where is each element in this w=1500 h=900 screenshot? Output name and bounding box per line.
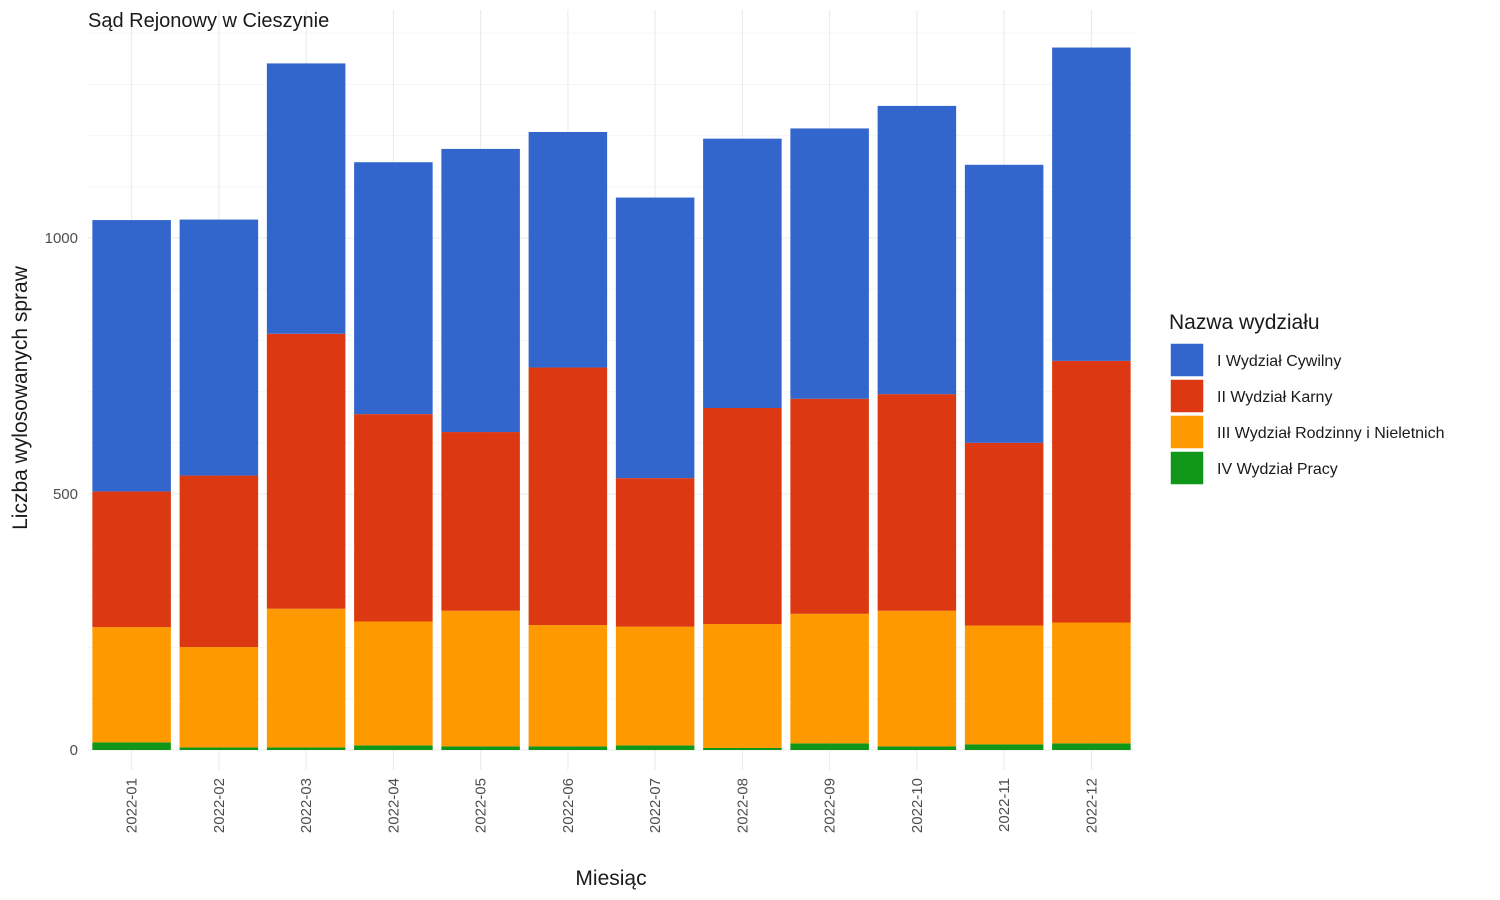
legend-key <box>1169 378 1205 414</box>
x-tick-label: 2022-03 <box>298 778 315 833</box>
bar-segment-2022-07-s0 <box>615 745 695 750</box>
bar-segment-2022-03-s1 <box>266 608 346 748</box>
bar-segment-2022-04-s3 <box>354 162 433 415</box>
y-axis-ticks: 0 500 1000 <box>45 230 78 759</box>
bar-segment-2022-01-s0 <box>92 742 171 750</box>
bar-segment-2022-05-s3 <box>441 148 520 433</box>
legend-item: III Wydział Rodzinny i Nieletnich <box>1169 414 1445 450</box>
bar-segment-2022-11-s1 <box>964 625 1044 745</box>
x-tick-label: 2022-06 <box>560 778 577 833</box>
bar-group-2022-05 <box>441 148 520 750</box>
bar-group-2022-07 <box>615 197 695 750</box>
legend-key <box>1169 414 1205 450</box>
legend-label: IV Wydział Pracy <box>1217 461 1338 478</box>
bar-segment-2022-11-s3 <box>964 164 1044 443</box>
bar-segment-2022-04-s0 <box>354 745 433 750</box>
bar-group-2022-12 <box>1052 47 1131 750</box>
y-tick-label: 1000 <box>45 230 78 247</box>
bar-segment-2022-01-s3 <box>92 220 171 492</box>
bar-segment-2022-06-s3 <box>528 132 608 368</box>
bar-segment-2022-02-s0 <box>179 747 259 750</box>
x-tick-label: 2022-09 <box>822 778 839 833</box>
bar-segment-2022-07-s2 <box>615 478 695 627</box>
bar-segment-2022-03-s0 <box>266 747 346 750</box>
bar-group-2022-09 <box>790 128 869 750</box>
bar-segment-2022-10-s3 <box>877 105 957 395</box>
bar-segment-2022-08-s3 <box>703 138 782 408</box>
legend-key <box>1169 342 1205 378</box>
legend-label: III Wydział Rodzinny i Nieletnich <box>1217 425 1445 442</box>
bar-segment-2022-11-s0 <box>964 744 1044 750</box>
legend-title: Nazwa wydziału <box>1169 311 1320 334</box>
bar-segment-2022-01-s1 <box>92 627 171 743</box>
bar-segment-2022-06-s2 <box>528 367 608 626</box>
bar-group-2022-06 <box>528 132 608 750</box>
bar-segment-2022-04-s1 <box>354 621 433 746</box>
bar-group-2022-08 <box>703 138 782 750</box>
bar-segment-2022-03-s3 <box>266 63 346 334</box>
legend-label: I Wydział Cywilny <box>1217 353 1341 370</box>
bar-segment-2022-03-s2 <box>266 333 346 609</box>
bar-segment-2022-10-s0 <box>877 746 957 750</box>
bar-segment-2022-05-s0 <box>441 746 520 750</box>
bar-segment-2022-08-s1 <box>703 624 782 748</box>
bar-segment-2022-08-s0 <box>703 747 782 750</box>
bar-segment-2022-12-s3 <box>1052 47 1131 361</box>
bar-group-2022-04 <box>354 162 433 750</box>
bar-segment-2022-02-s1 <box>179 647 259 748</box>
bar-segment-2022-09-s3 <box>790 128 869 399</box>
bar-segment-2022-05-s1 <box>441 610 520 747</box>
legend-item: II Wydział Karny <box>1169 378 1332 414</box>
y-axis-title: Liczba wylosowanych spraw <box>9 265 32 530</box>
bar-segment-2022-06-s1 <box>528 625 608 747</box>
bar-segment-2022-02-s3 <box>179 219 259 476</box>
bar-group-2022-03 <box>266 63 346 750</box>
bar-group-2022-02 <box>179 219 259 750</box>
x-tick-label: 2022-04 <box>385 778 402 833</box>
bar-segment-2022-07-s1 <box>615 626 695 746</box>
bar-segment-2022-12-s2 <box>1052 360 1131 623</box>
y-tick-label: 0 <box>70 742 78 759</box>
bar-segment-2022-09-s0 <box>790 743 869 750</box>
bar-segment-2022-05-s2 <box>441 432 520 611</box>
bar-group-2022-11 <box>964 164 1044 750</box>
x-tick-label: 2022-10 <box>909 778 926 833</box>
bar-segment-2022-09-s2 <box>790 398 869 614</box>
x-tick-label: 2022-01 <box>124 778 141 833</box>
x-tick-label: 2022-02 <box>211 778 228 833</box>
bar-segment-2022-10-s1 <box>877 610 957 747</box>
bar-group-2022-10 <box>877 105 957 750</box>
bar-segment-2022-12-s0 <box>1052 743 1131 750</box>
x-tick-label: 2022-07 <box>647 778 664 833</box>
x-tick-label: 2022-11 <box>996 778 1013 832</box>
legend-label: II Wydział Karny <box>1217 389 1332 406</box>
x-tick-label: 2022-05 <box>473 778 490 833</box>
bar-segment-2022-10-s2 <box>877 394 957 611</box>
x-tick-label: 2022-08 <box>734 778 751 833</box>
bar-segment-2022-07-s3 <box>615 197 695 479</box>
y-tick-label: 500 <box>53 486 78 503</box>
x-axis-ticks: 2022-01 2022-02 2022-03 2022-04 2022-05 2022-… <box>124 778 1101 833</box>
bar-segment-2022-09-s1 <box>790 613 869 744</box>
bar-segment-2022-02-s2 <box>179 475 259 648</box>
bar-segment-2022-01-s2 <box>92 491 171 628</box>
bar-segment-2022-12-s1 <box>1052 622 1131 744</box>
bars <box>92 47 1131 750</box>
x-axis-title: Miesiąc <box>575 867 646 890</box>
bar-segment-2022-08-s2 <box>703 407 782 625</box>
legend-item: IV Wydział Pracy <box>1169 450 1338 486</box>
bar-segment-2022-06-s0 <box>528 746 608 750</box>
legend: Nazwa wydziału I Wydział Cywilny II Wydzi… <box>1169 311 1445 486</box>
legend-item: I Wydział Cywilny <box>1169 342 1341 378</box>
chart-title: Sąd Rejonowy w Cieszynie <box>88 10 329 32</box>
bar-segment-2022-11-s2 <box>964 442 1044 626</box>
legend-key <box>1169 450 1205 486</box>
bar-segment-2022-04-s2 <box>354 414 433 622</box>
bar-group-2022-01 <box>92 220 171 750</box>
x-tick-label: 2022-12 <box>1083 778 1100 833</box>
